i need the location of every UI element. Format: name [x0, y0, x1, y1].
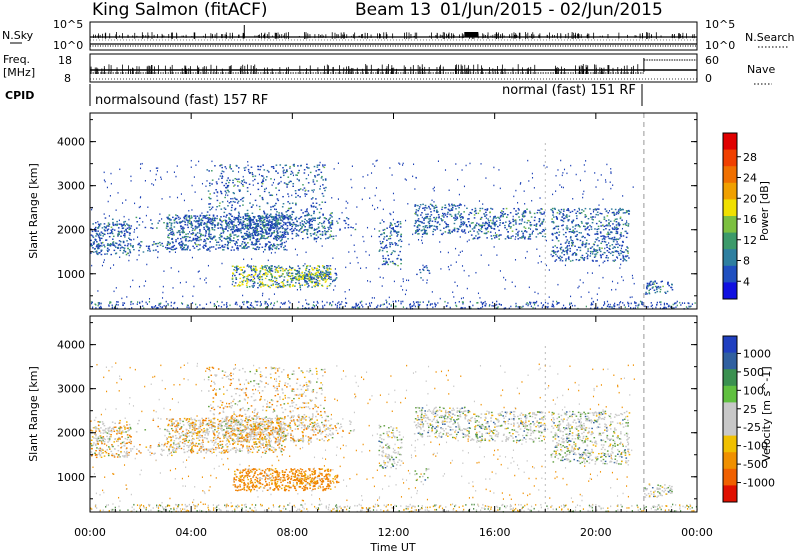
power-ylabel: Slant Range [km] — [27, 163, 40, 259]
y-tick-label: 4000 — [57, 339, 85, 352]
nsearch-label: N.Search — [745, 31, 795, 44]
freq-label: Freq. — [3, 53, 30, 66]
nsky-strip: N.Sky 10^5 10^0 10^5 10^0 N.Search — [2, 18, 795, 52]
colorbar-segment — [723, 199, 737, 217]
x-tick-label: 08:00 — [276, 526, 308, 539]
cpid-segment-1: normalsound (fast) 157 RF — [95, 93, 268, 108]
cpid-label: CPID — [5, 89, 34, 102]
power-colorbar: 4 8 12 16 20 24 28 — [722, 132, 757, 300]
freq-traces — [90, 58, 697, 80]
colorbar-tick-label: 1000 — [743, 347, 771, 360]
power-colorbar-label: Power [dB] — [758, 181, 771, 241]
x-tick-label: 00:00 — [74, 526, 106, 539]
colorbar-segment — [723, 402, 737, 420]
y-tick-label: 3000 — [57, 180, 85, 193]
colorbar-tick-label: -25 — [743, 421, 761, 434]
time-axis: 00:00 04:00 08:00 12:00 16:00 20:00 00:00 — [74, 113, 713, 539]
colorbar-segment — [723, 452, 737, 470]
nsearch-tick-top: 10^5 — [705, 18, 735, 31]
colorbar-tick-label: -1000 — [743, 477, 775, 490]
power-y-ticks: 1000 2000 3000 4000 — [57, 119, 697, 297]
colorbar-segment — [723, 336, 737, 354]
colorbar-segment — [723, 232, 737, 250]
colorbar-segment — [723, 133, 737, 151]
colorbar-tick-label: 100 — [743, 384, 764, 397]
colorbar-segment — [723, 352, 737, 370]
power-heatmap-cells — [90, 113, 696, 310]
colorbar-tick-label: 500 — [743, 366, 764, 379]
date-range: 01/Jun/2015 - 02/Jun/2015 — [440, 0, 663, 20]
colorbar-segment — [723, 369, 737, 387]
x-tick-label: 00:00 — [681, 526, 713, 539]
colorbar-segment — [723, 485, 737, 503]
colorbar-tick-label: 20 — [743, 192, 757, 205]
freq-tick-bottom: 8 — [64, 72, 71, 85]
y-tick-label: 1000 — [57, 268, 85, 281]
x-tick-label: 16:00 — [479, 526, 511, 539]
y-tick-label: 1000 — [57, 471, 85, 484]
freq-strip: Freq. [MHz] 18 8 60 0 Nave — [3, 53, 775, 85]
colorbar-segment — [723, 435, 737, 453]
y-tick-label: 2000 — [57, 427, 85, 440]
freq-tick-top: 18 — [58, 54, 72, 67]
cpid-strip: CPID normalsound (fast) 157 RF normal (f… — [5, 83, 643, 108]
colorbar-segment — [723, 149, 737, 167]
nave-tick-top: 60 — [705, 54, 719, 67]
colorbar-segment — [723, 265, 737, 283]
station-title: King Salmon (fitACF) — [92, 0, 268, 20]
nsearch-tick-bottom: 10^0 — [705, 39, 735, 52]
colorbar-tick-label: 25 — [743, 403, 757, 416]
x-tick-label: 04:00 — [175, 526, 207, 539]
cpid-segment-2: normal (fast) 151 RF — [502, 83, 636, 98]
y-tick-label: 3000 — [57, 383, 85, 396]
colorbar-segment — [723, 182, 737, 200]
y-tick-label: 4000 — [57, 136, 85, 149]
velocity-y-ticks: 1000 2000 3000 4000 — [57, 322, 697, 500]
time-axis-label: Time UT — [369, 541, 415, 554]
colorbar-segment — [723, 249, 737, 267]
colorbar-segment — [723, 282, 737, 300]
colorbar-tick-label: 12 — [743, 234, 757, 247]
x-tick-label: 20:00 — [580, 526, 612, 539]
y-tick-label: 2000 — [57, 224, 85, 237]
x-tick-label: 12:00 — [378, 526, 410, 539]
nave-label: Nave — [747, 63, 775, 76]
colorbar-tick-label: 28 — [743, 151, 757, 164]
beam-label: Beam 13 — [355, 0, 431, 20]
nave-tick-bottom: 0 — [705, 72, 712, 85]
nsky-tick-bottom: 10^0 — [53, 39, 83, 52]
nsky-frame — [89, 21, 698, 51]
colorbar-tick-label: 8 — [743, 255, 750, 268]
colorbar-segment — [723, 385, 737, 403]
colorbar-tick-label: -100 — [743, 440, 768, 453]
colorbar-tick-label: 24 — [743, 172, 757, 185]
freq-unit-label: [MHz] — [3, 66, 35, 79]
colorbar-tick-label: 16 — [743, 213, 757, 226]
colorbar-segment — [723, 216, 737, 234]
nsky-traces — [90, 25, 697, 47]
freq-frame — [89, 53, 698, 83]
colorbar-tick-label: 4 — [743, 275, 750, 288]
nsky-label: N.Sky — [2, 29, 34, 42]
velocity-panel: 1000 2000 3000 4000 Slant Range [km] 1000 50… — [27, 315, 775, 513]
velocity-heatmap-cells — [90, 316, 698, 513]
nsky-tick-top: 10^5 — [53, 18, 83, 31]
colorbar-segment — [723, 468, 737, 486]
colorbar-segment — [723, 419, 737, 437]
colorbar-tick-label: -500 — [743, 458, 768, 471]
velocity-colorbar: 1000 500 100 25 -25 -100 -500 -1000 — [722, 335, 775, 503]
colorbar-segment — [723, 166, 737, 184]
velocity-ylabel: Slant Range [km] — [27, 366, 40, 462]
velocity-colorbar-label: Velocity [m s^-1] — [760, 366, 773, 461]
power-panel: 1000 2000 3000 4000 Slant Range [km] 4 8 12 16… — [27, 112, 771, 310]
